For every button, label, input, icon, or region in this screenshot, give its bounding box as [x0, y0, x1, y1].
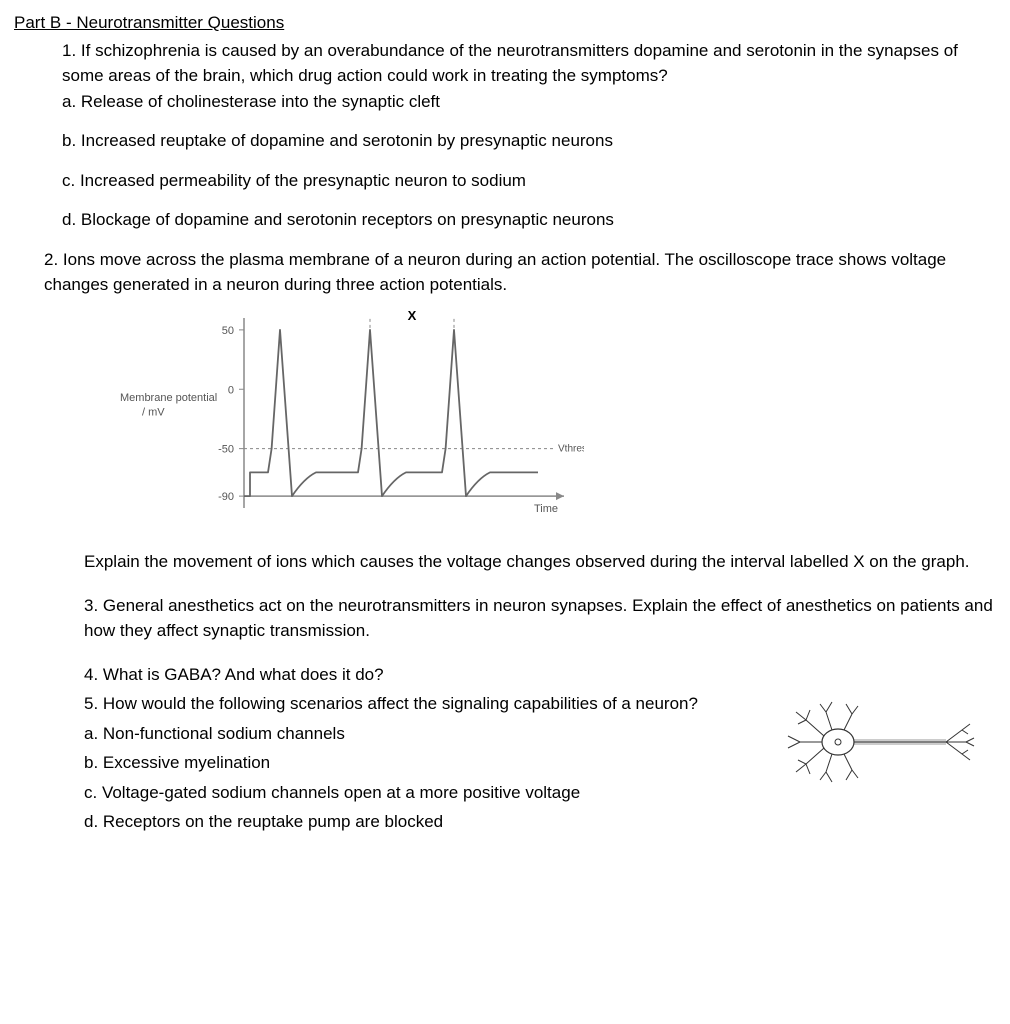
svg-text:/ mV: / mV	[142, 406, 165, 418]
part-title: Part B - Neurotransmitter Questions	[14, 10, 996, 36]
q1-option-a: a. Release of cholinesterase into the sy…	[62, 89, 996, 115]
svg-text:-50: -50	[218, 443, 234, 455]
question-1-stem: 1. If schizophrenia is caused by an over…	[62, 38, 996, 89]
svg-text:Vthreshold: Vthreshold	[558, 443, 584, 454]
question-2-stem: 2. Ions move across the plasma membrane …	[44, 247, 996, 298]
q1-option-b: b. Increased reuptake of dopamine and se…	[62, 128, 996, 154]
question-4: 4. What is GABA? And what does it do?	[84, 662, 996, 688]
svg-text:Time: Time	[534, 503, 558, 515]
svg-text:X: X	[408, 308, 417, 323]
q5-option-d: d. Receptors on the reuptake pump are bl…	[84, 809, 996, 835]
neuron-diagram	[776, 692, 976, 800]
svg-text:-90: -90	[218, 491, 234, 503]
action-potential-graph: Membrane potential / mV 50 0 -50 -90 Vthreshol…	[84, 308, 996, 536]
svg-text:50: 50	[222, 324, 234, 336]
q1-option-d: d. Blockage of dopamine and serotonin re…	[62, 207, 996, 233]
svg-text:0: 0	[228, 384, 234, 396]
question-3: 3. General anesthetics act on the neurot…	[84, 593, 996, 644]
q1-option-c: c. Increased permeability of the presyna…	[62, 168, 996, 194]
question-2-explain: Explain the movement of ions which cause…	[84, 549, 996, 575]
svg-text:Membrane potential: Membrane potential	[120, 392, 217, 404]
